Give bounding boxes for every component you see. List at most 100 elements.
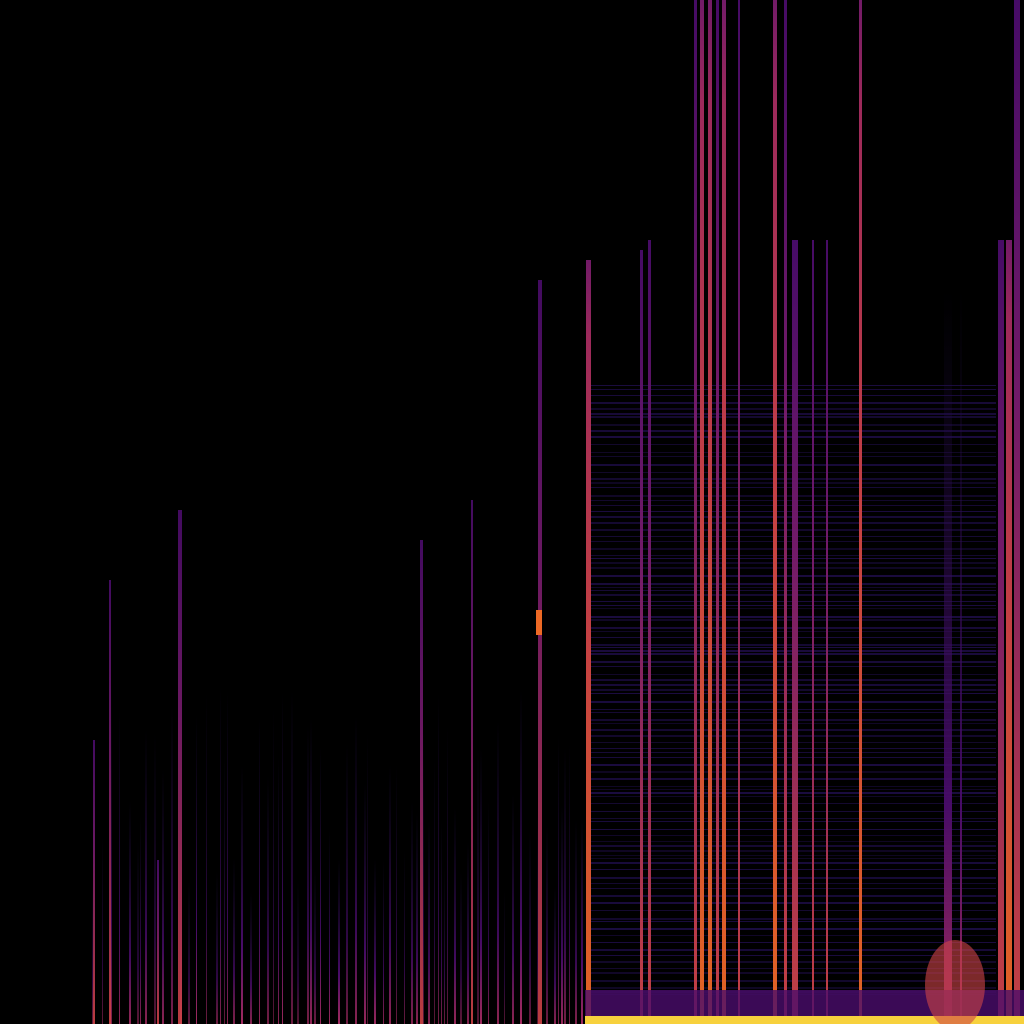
spectral-line [267, 774, 269, 1024]
spectral-line [92, 877, 93, 1024]
spectral-line [396, 764, 397, 1024]
spectral-line [447, 724, 448, 1024]
spectral-line [1014, 0, 1020, 1024]
spectral-line [738, 0, 740, 1024]
spectral-line [454, 807, 456, 1024]
spectral-line [129, 800, 131, 1024]
spectral-line [291, 689, 293, 1024]
spectral-line [561, 804, 563, 1024]
spectral-line [411, 801, 413, 1024]
spectral-line [564, 747, 566, 1024]
spectral-line [471, 500, 473, 1024]
spectral-line [537, 804, 538, 1024]
spectral-line [374, 858, 376, 1024]
spectral-line [329, 829, 330, 1024]
spectral-line [538, 280, 542, 1024]
spectral-line [434, 756, 435, 1024]
spectral-line [297, 879, 299, 1024]
spectral-line [416, 812, 418, 1024]
spectral-line [438, 691, 439, 1024]
spectral-line [278, 755, 279, 1024]
spectral-line [420, 540, 423, 1024]
spectral-line [784, 0, 787, 1024]
spectral-line [477, 743, 479, 1024]
spectral-line [220, 686, 221, 1024]
spectral-line [93, 740, 95, 1024]
spectral-line [145, 729, 147, 1024]
spectral-line [367, 731, 368, 1024]
spectral-line [586, 260, 591, 1024]
spectral-line [700, 0, 704, 1024]
spectral-line [488, 800, 489, 1024]
spectral-line [196, 714, 197, 1024]
spectral-line [792, 240, 798, 1024]
spectral-line [581, 817, 583, 1024]
spectral-line [648, 240, 651, 1024]
spectral-line [441, 819, 442, 1024]
spectral-line [346, 742, 348, 1024]
spectral-line [389, 764, 391, 1024]
spectral-line [188, 879, 190, 1024]
dc-strip [585, 1016, 1024, 1024]
spectral-line [140, 814, 141, 1024]
spectral-line [716, 0, 719, 1024]
spectral-line [178, 510, 182, 1024]
spectral-line [722, 0, 726, 1024]
spectral-line [224, 751, 225, 1024]
spectral-line [250, 891, 252, 1024]
spectral-line [1006, 240, 1012, 1024]
spectral-line [694, 0, 697, 1024]
spectral-line [826, 240, 828, 1024]
spectral-line [558, 733, 559, 1024]
spectral-line [307, 725, 309, 1024]
spectral-line [575, 819, 577, 1024]
spectral-line [640, 250, 643, 1024]
spectral-line [157, 860, 159, 1024]
spectral-line [467, 841, 469, 1024]
spectral-line [944, 290, 952, 1024]
spectral-line [859, 0, 862, 1024]
spectral-line [310, 717, 312, 1024]
spectral-line [546, 823, 548, 1024]
spectral-line [444, 864, 445, 1024]
spectral-line [314, 868, 316, 1024]
spectral-line [480, 747, 482, 1024]
spectral-line [504, 889, 505, 1024]
spectral-line [497, 720, 499, 1024]
spectral-line [383, 858, 384, 1024]
spectral-line [273, 706, 274, 1024]
spectral-line [216, 871, 218, 1024]
spectral-line [520, 690, 522, 1024]
spectral-line [102, 833, 103, 1024]
spectral-line [320, 745, 321, 1024]
spectral-line [708, 0, 712, 1024]
spectral-line [355, 715, 357, 1024]
spectral-line [554, 886, 556, 1024]
spectral-line [227, 689, 228, 1024]
spectral-line [119, 708, 120, 1024]
spectral-lines [92, 0, 1020, 1024]
spectral-line [338, 858, 340, 1024]
spectral-line [137, 841, 139, 1024]
spectral-line [428, 819, 430, 1024]
spectral-line [282, 691, 283, 1024]
spectral-line [569, 743, 570, 1024]
burst-blob [925, 940, 985, 1024]
spectral-line [512, 793, 514, 1024]
spectral-line [171, 703, 173, 1024]
spectral-line [364, 782, 366, 1024]
spectral-line [773, 0, 777, 1024]
spectral-line [162, 769, 164, 1024]
spectral-line [241, 765, 243, 1024]
spectral-line [460, 870, 462, 1024]
spectral-line [109, 580, 111, 1024]
spectral-line [233, 857, 235, 1024]
spectral-line [529, 829, 531, 1024]
hot-spot [536, 610, 542, 635]
spectral-line [404, 849, 405, 1024]
spectral-line [960, 290, 962, 1024]
spectral-line [998, 240, 1004, 1024]
spectral-line [812, 240, 814, 1024]
spectral-line [206, 692, 207, 1024]
